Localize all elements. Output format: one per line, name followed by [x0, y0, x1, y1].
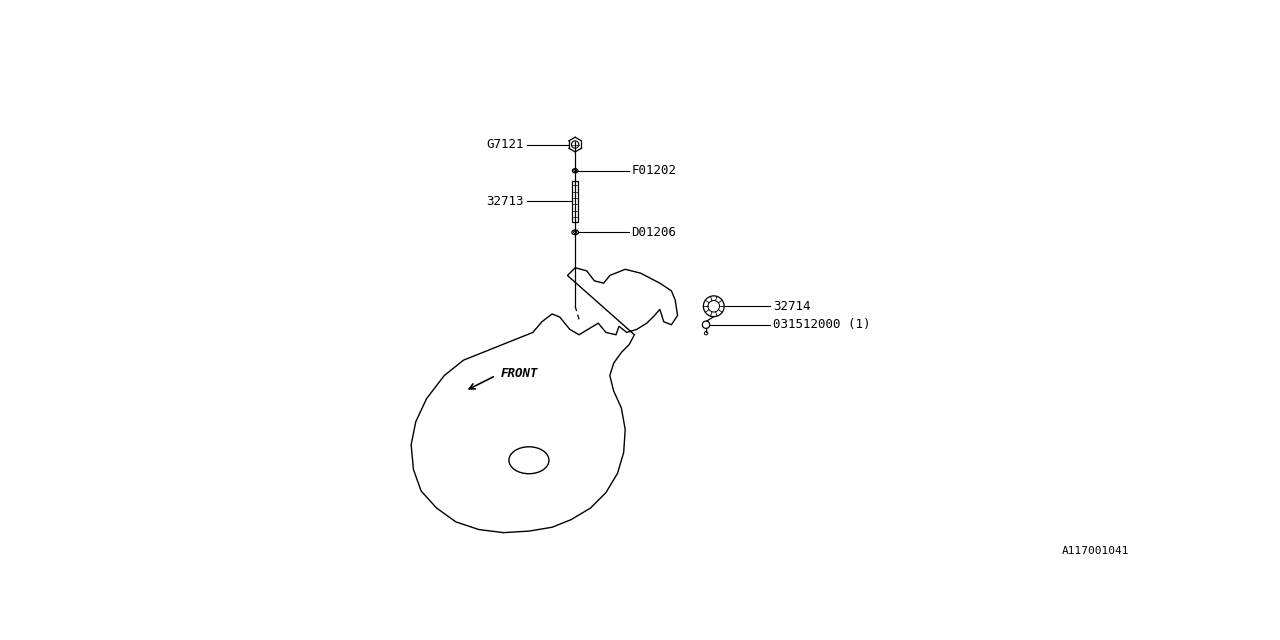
- Text: F01202: F01202: [631, 164, 676, 177]
- Text: 031512000 (1): 031512000 (1): [773, 318, 870, 332]
- Text: D01206: D01206: [631, 226, 676, 239]
- Text: A117001041: A117001041: [1062, 546, 1129, 556]
- Bar: [572, 180, 579, 221]
- Text: FRONT: FRONT: [500, 367, 538, 380]
- Text: 32713: 32713: [486, 195, 524, 207]
- Text: 32714: 32714: [773, 300, 810, 313]
- Text: G7121: G7121: [486, 138, 524, 151]
